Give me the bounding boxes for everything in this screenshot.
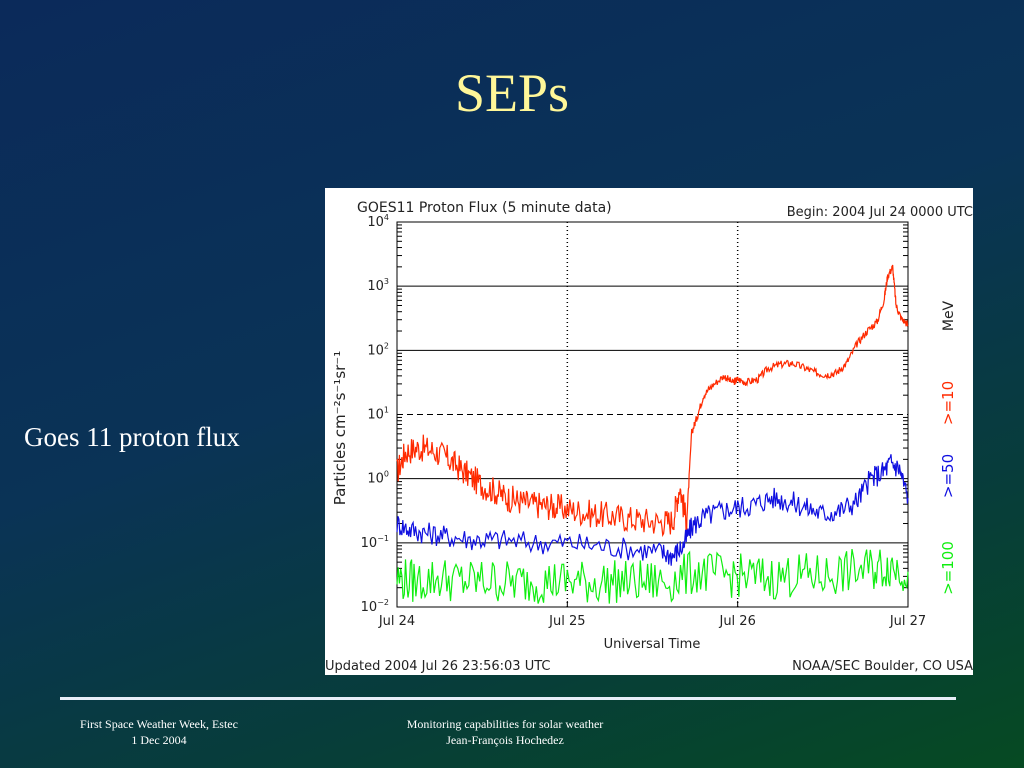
proton-flux-chart: GOES11 Proton Flux (5 minute data) Begin… — [325, 188, 973, 675]
x-tick-label: Jul 25 — [548, 614, 585, 629]
legend-label-1: >=50 — [939, 454, 957, 498]
footer-divider — [60, 697, 956, 700]
footer-author: Jean-François Hochedez — [446, 733, 564, 747]
legend-label-2: >=100 — [939, 541, 957, 595]
y-tick-label: 100 — [367, 470, 389, 487]
proton-flux-plot: GOES11 Proton Flux (5 minute data) Begin… — [325, 200, 973, 674]
series-line-0 — [396, 264, 909, 538]
y-tick-label: 101 — [367, 406, 389, 423]
chart-source-label: NOAA/SEC Boulder, CO USA — [792, 659, 973, 674]
footer-event-date: 1 Dec 2004 — [131, 733, 187, 747]
chart-title: GOES11 Proton Flux (5 minute data) — [357, 200, 612, 216]
footer-event-name: First Space Weather Week, Estec — [80, 717, 238, 731]
chart-updated-label: Updated 2004 Jul 26 23:56:03 UTC — [325, 659, 550, 674]
y-axis-title: Particles cm⁻²s⁻¹sr⁻¹ — [331, 351, 349, 505]
y-tick-label: 10−2 — [361, 598, 389, 615]
slide-caption: Goes 11 proton flux — [24, 422, 240, 452]
legend-label-0: >=10 — [939, 381, 957, 425]
footer-left: First Space Weather Week, Estec 1 Dec 20… — [40, 716, 278, 748]
x-tick-label: Jul 24 — [378, 614, 415, 629]
y-tick-label: 103 — [367, 277, 389, 294]
footer-talk-title: Monitoring capabilities for solar weathe… — [406, 717, 604, 731]
series-line-1 — [396, 454, 909, 566]
chart-begin-label: Begin: 2004 Jul 24 0000 UTC — [787, 205, 973, 220]
y-tick-label: 104 — [367, 213, 389, 230]
x-tick-label: Jul 27 — [889, 614, 926, 629]
unit-label: MeV — [941, 300, 957, 331]
y-tick-label: 102 — [367, 341, 389, 358]
x-tick-label: Jul 26 — [718, 614, 755, 629]
slide-title: SEPs — [454, 63, 570, 123]
series-line-2 — [396, 548, 909, 604]
x-axis-title: Universal Time — [604, 637, 701, 652]
footer-center: Monitoring capabilities for solar weathe… — [360, 716, 650, 748]
y-tick-label: 10−1 — [361, 534, 389, 551]
